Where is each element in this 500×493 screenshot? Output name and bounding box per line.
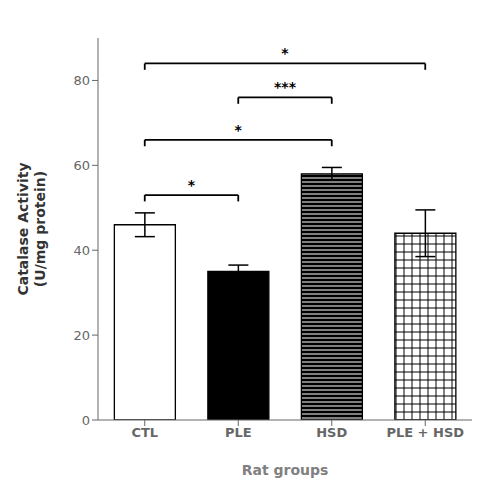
- svg-text:Catalase Activity(U/mg protein: Catalase Activity(U/mg protein): [15, 162, 48, 295]
- svg-text:20: 20: [73, 328, 90, 343]
- svg-text:HSD: HSD: [316, 425, 347, 440]
- svg-text:*: *: [188, 177, 196, 193]
- svg-text:*: *: [235, 122, 243, 138]
- svg-text:80: 80: [73, 73, 90, 88]
- svg-text:PLE + HSD: PLE + HSD: [386, 425, 464, 440]
- svg-text:0: 0: [82, 413, 90, 428]
- svg-text:40: 40: [73, 243, 90, 258]
- svg-text:60: 60: [73, 158, 90, 173]
- svg-text:Rat groups: Rat groups: [242, 462, 329, 478]
- svg-text:CTL: CTL: [131, 425, 158, 440]
- svg-text:*: *: [281, 45, 289, 61]
- svg-text:***: ***: [274, 79, 297, 95]
- svg-text:PLE: PLE: [225, 425, 252, 440]
